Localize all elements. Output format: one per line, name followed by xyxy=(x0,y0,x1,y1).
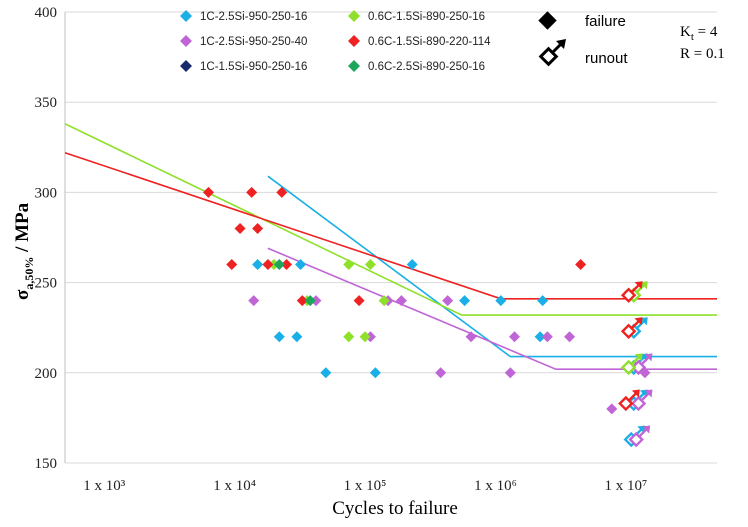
failure-point xyxy=(295,259,307,271)
failure-point xyxy=(564,331,576,343)
failure-point xyxy=(465,331,477,343)
legend-label: 0.6C-1.5Si-890-250-16 xyxy=(368,11,485,23)
legend: 1C-2.5Si-950-250-16 1C-2.5Si-950-250-40 1C… xyxy=(180,10,491,73)
failure-point xyxy=(273,259,285,271)
y-tick-label: 250 xyxy=(35,276,58,292)
failure-point xyxy=(395,295,407,307)
failure-point xyxy=(343,259,355,271)
x-tick-label: 1 x 10³ xyxy=(83,478,126,494)
fit-line xyxy=(64,151,717,300)
legend-marker xyxy=(348,60,360,72)
failure-point xyxy=(296,295,308,307)
failure-point xyxy=(252,259,264,271)
failure-point xyxy=(276,186,288,198)
failure-point xyxy=(495,295,507,307)
runout-arrow-head xyxy=(634,317,643,326)
failure-point xyxy=(606,403,618,415)
failure-point xyxy=(320,367,332,379)
failure-point xyxy=(541,331,553,343)
fit-line xyxy=(267,247,717,370)
y-tick-label: 400 xyxy=(35,5,58,21)
failure-point xyxy=(252,222,264,234)
x-tick-label: 1 x 10⁵ xyxy=(344,478,387,494)
legend-marker xyxy=(348,10,360,22)
failure-point xyxy=(353,295,365,307)
y-tick-label: 200 xyxy=(35,366,58,382)
y-tick-label: 150 xyxy=(35,456,58,472)
failure-point xyxy=(226,259,238,271)
runout-arrow-head xyxy=(631,389,640,398)
failure-point xyxy=(291,331,303,343)
marker-legend: failure runout xyxy=(538,11,628,67)
failure-point xyxy=(459,295,471,307)
failure-point xyxy=(435,367,447,379)
failure-label: failure xyxy=(585,13,626,30)
r-annotation: R = 0.1 xyxy=(680,46,725,62)
failure-point xyxy=(246,186,258,198)
x-tick-label: 1 x 10⁶ xyxy=(474,478,517,494)
failure-point xyxy=(364,259,376,271)
runout-arrow-head xyxy=(634,353,643,362)
fit-lines xyxy=(64,123,717,370)
fit-line xyxy=(267,175,717,358)
legend-marker xyxy=(180,10,192,22)
legend-label: 0.6C-1.5Si-890-220-114 xyxy=(368,36,491,48)
failure-point xyxy=(262,259,274,271)
runout-label: runout xyxy=(585,50,628,67)
failure-point xyxy=(509,331,521,343)
failure-point xyxy=(234,222,246,234)
runout-points xyxy=(618,281,653,448)
y-tick-label: 300 xyxy=(35,185,58,201)
runout-arrow-head xyxy=(642,425,651,434)
x-tick-label: 1 x 10⁴ xyxy=(213,478,256,494)
runout-marker-icon xyxy=(538,46,559,67)
data-points xyxy=(202,186,651,415)
legend-marker xyxy=(180,60,192,72)
failure-point xyxy=(359,331,371,343)
failure-marker-icon xyxy=(538,11,557,30)
runout-arrow-head xyxy=(644,353,653,362)
legend-label: 1C-1.5Si-950-250-16 xyxy=(200,61,307,73)
failure-point xyxy=(442,295,454,307)
y-axis-title: σa,50% / MPa xyxy=(12,202,36,300)
legend-marker xyxy=(348,35,360,47)
fit-line xyxy=(64,123,717,316)
x-axis-title: Cycles to failure xyxy=(332,498,458,519)
failure-point xyxy=(537,295,549,307)
tick-labels: 150 200 250 300 350 400 1 x 10³ 1 x 10⁴ 1 x 10⁵ 1… xyxy=(35,5,648,494)
runout-arrow-head-icon xyxy=(556,39,566,49)
legend-label: 0.6C-2.5Si-890-250-16 xyxy=(368,61,485,73)
kt-annotation: Kt = 4 xyxy=(680,24,718,43)
runout-arrow-head xyxy=(644,389,653,398)
failure-point xyxy=(304,295,316,307)
failure-point xyxy=(406,259,418,271)
failure-point xyxy=(378,295,390,307)
failure-point xyxy=(248,295,260,307)
failure-point xyxy=(534,331,546,343)
runout-arrow-head xyxy=(634,281,643,290)
failure-point xyxy=(310,295,322,307)
legend-marker xyxy=(180,35,192,47)
failure-point xyxy=(575,259,587,271)
failure-point xyxy=(504,367,516,379)
legend-label: 1C-2.5Si-950-250-40 xyxy=(200,36,307,48)
y-tick-label: 350 xyxy=(35,95,58,111)
failure-point xyxy=(369,367,381,379)
x-tick-label: 1 x 10⁷ xyxy=(604,478,647,494)
failure-point xyxy=(281,259,293,271)
failure-point xyxy=(202,186,214,198)
axes xyxy=(64,11,717,464)
failure-point xyxy=(343,331,355,343)
legend-label: 1C-2.5Si-950-250-16 xyxy=(200,11,307,23)
failure-point xyxy=(273,331,285,343)
